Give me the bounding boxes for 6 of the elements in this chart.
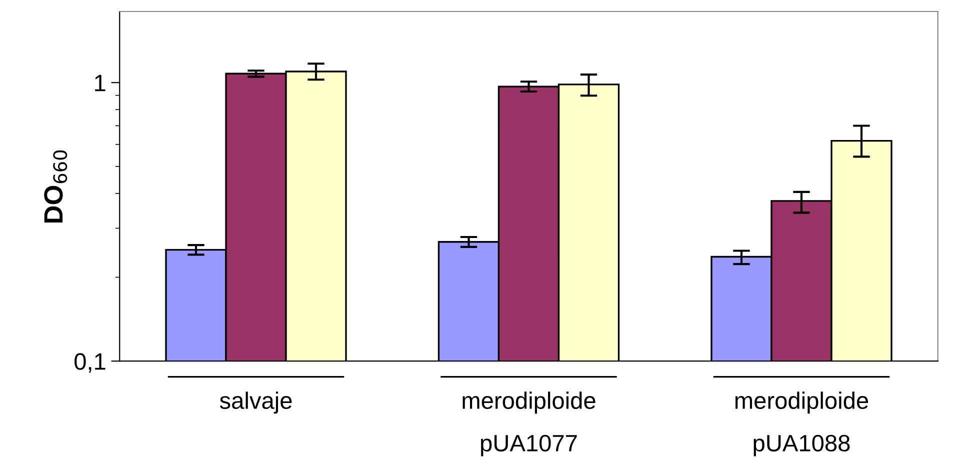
x-tick-label: salvaje <box>220 392 292 414</box>
y-tick-label: 1 <box>95 74 106 92</box>
y-tick-label: 0,1 <box>74 353 106 373</box>
y-axis-title: DO$_{660}$ <box>44 150 68 223</box>
x-tick-label: merodiploide pUA1077 <box>462 392 596 456</box>
x-tick-label: merodiploide pUA1088 <box>735 392 868 456</box>
